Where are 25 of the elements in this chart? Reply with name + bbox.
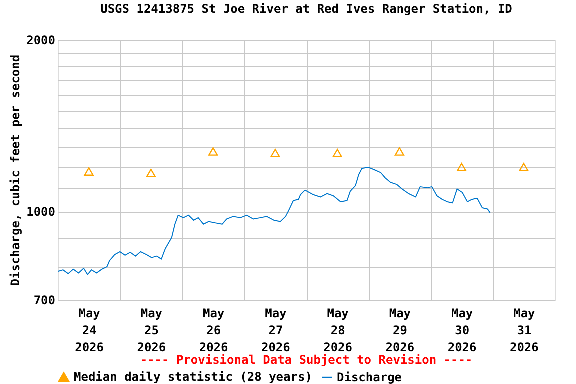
- x-tick-label: May 28 2026: [324, 306, 353, 354]
- point: [457, 163, 467, 172]
- x-tick-label: May 30 2026: [448, 306, 477, 354]
- chart-title: USGS 12413875 St Joe River at Red Ives Ranger Station, ID: [100, 2, 512, 16]
- y-tick-label: 700: [34, 294, 56, 308]
- x-tick-label: May 24 2026: [75, 306, 104, 354]
- point: [146, 168, 156, 178]
- legend-label: Discharge: [337, 370, 402, 384]
- point: [208, 147, 218, 156]
- line-series: [58, 167, 491, 276]
- x-tick-label: May 31 2026: [510, 306, 539, 354]
- point: [270, 149, 280, 158]
- x-tick-label: May 29 2026: [386, 306, 415, 354]
- text: ---- Provisional Data Subject to Revision ----: [140, 353, 473, 367]
- y-tick-label: 2000: [26, 34, 56, 48]
- point: [394, 147, 404, 156]
- legend-label: Median daily statistic (28 years): [74, 370, 312, 384]
- point: [84, 168, 94, 176]
- x-tick-label: May 25 2026: [137, 306, 166, 354]
- x-tick-label: May 27 2026: [261, 306, 290, 354]
- point: [519, 163, 529, 172]
- y-tick-label: 1000: [26, 205, 56, 220]
- y-axis-title: Discharge, cubic feet per second: [8, 54, 23, 286]
- point: [332, 149, 342, 158]
- x-tick-label: May 26 2026: [199, 306, 228, 354]
